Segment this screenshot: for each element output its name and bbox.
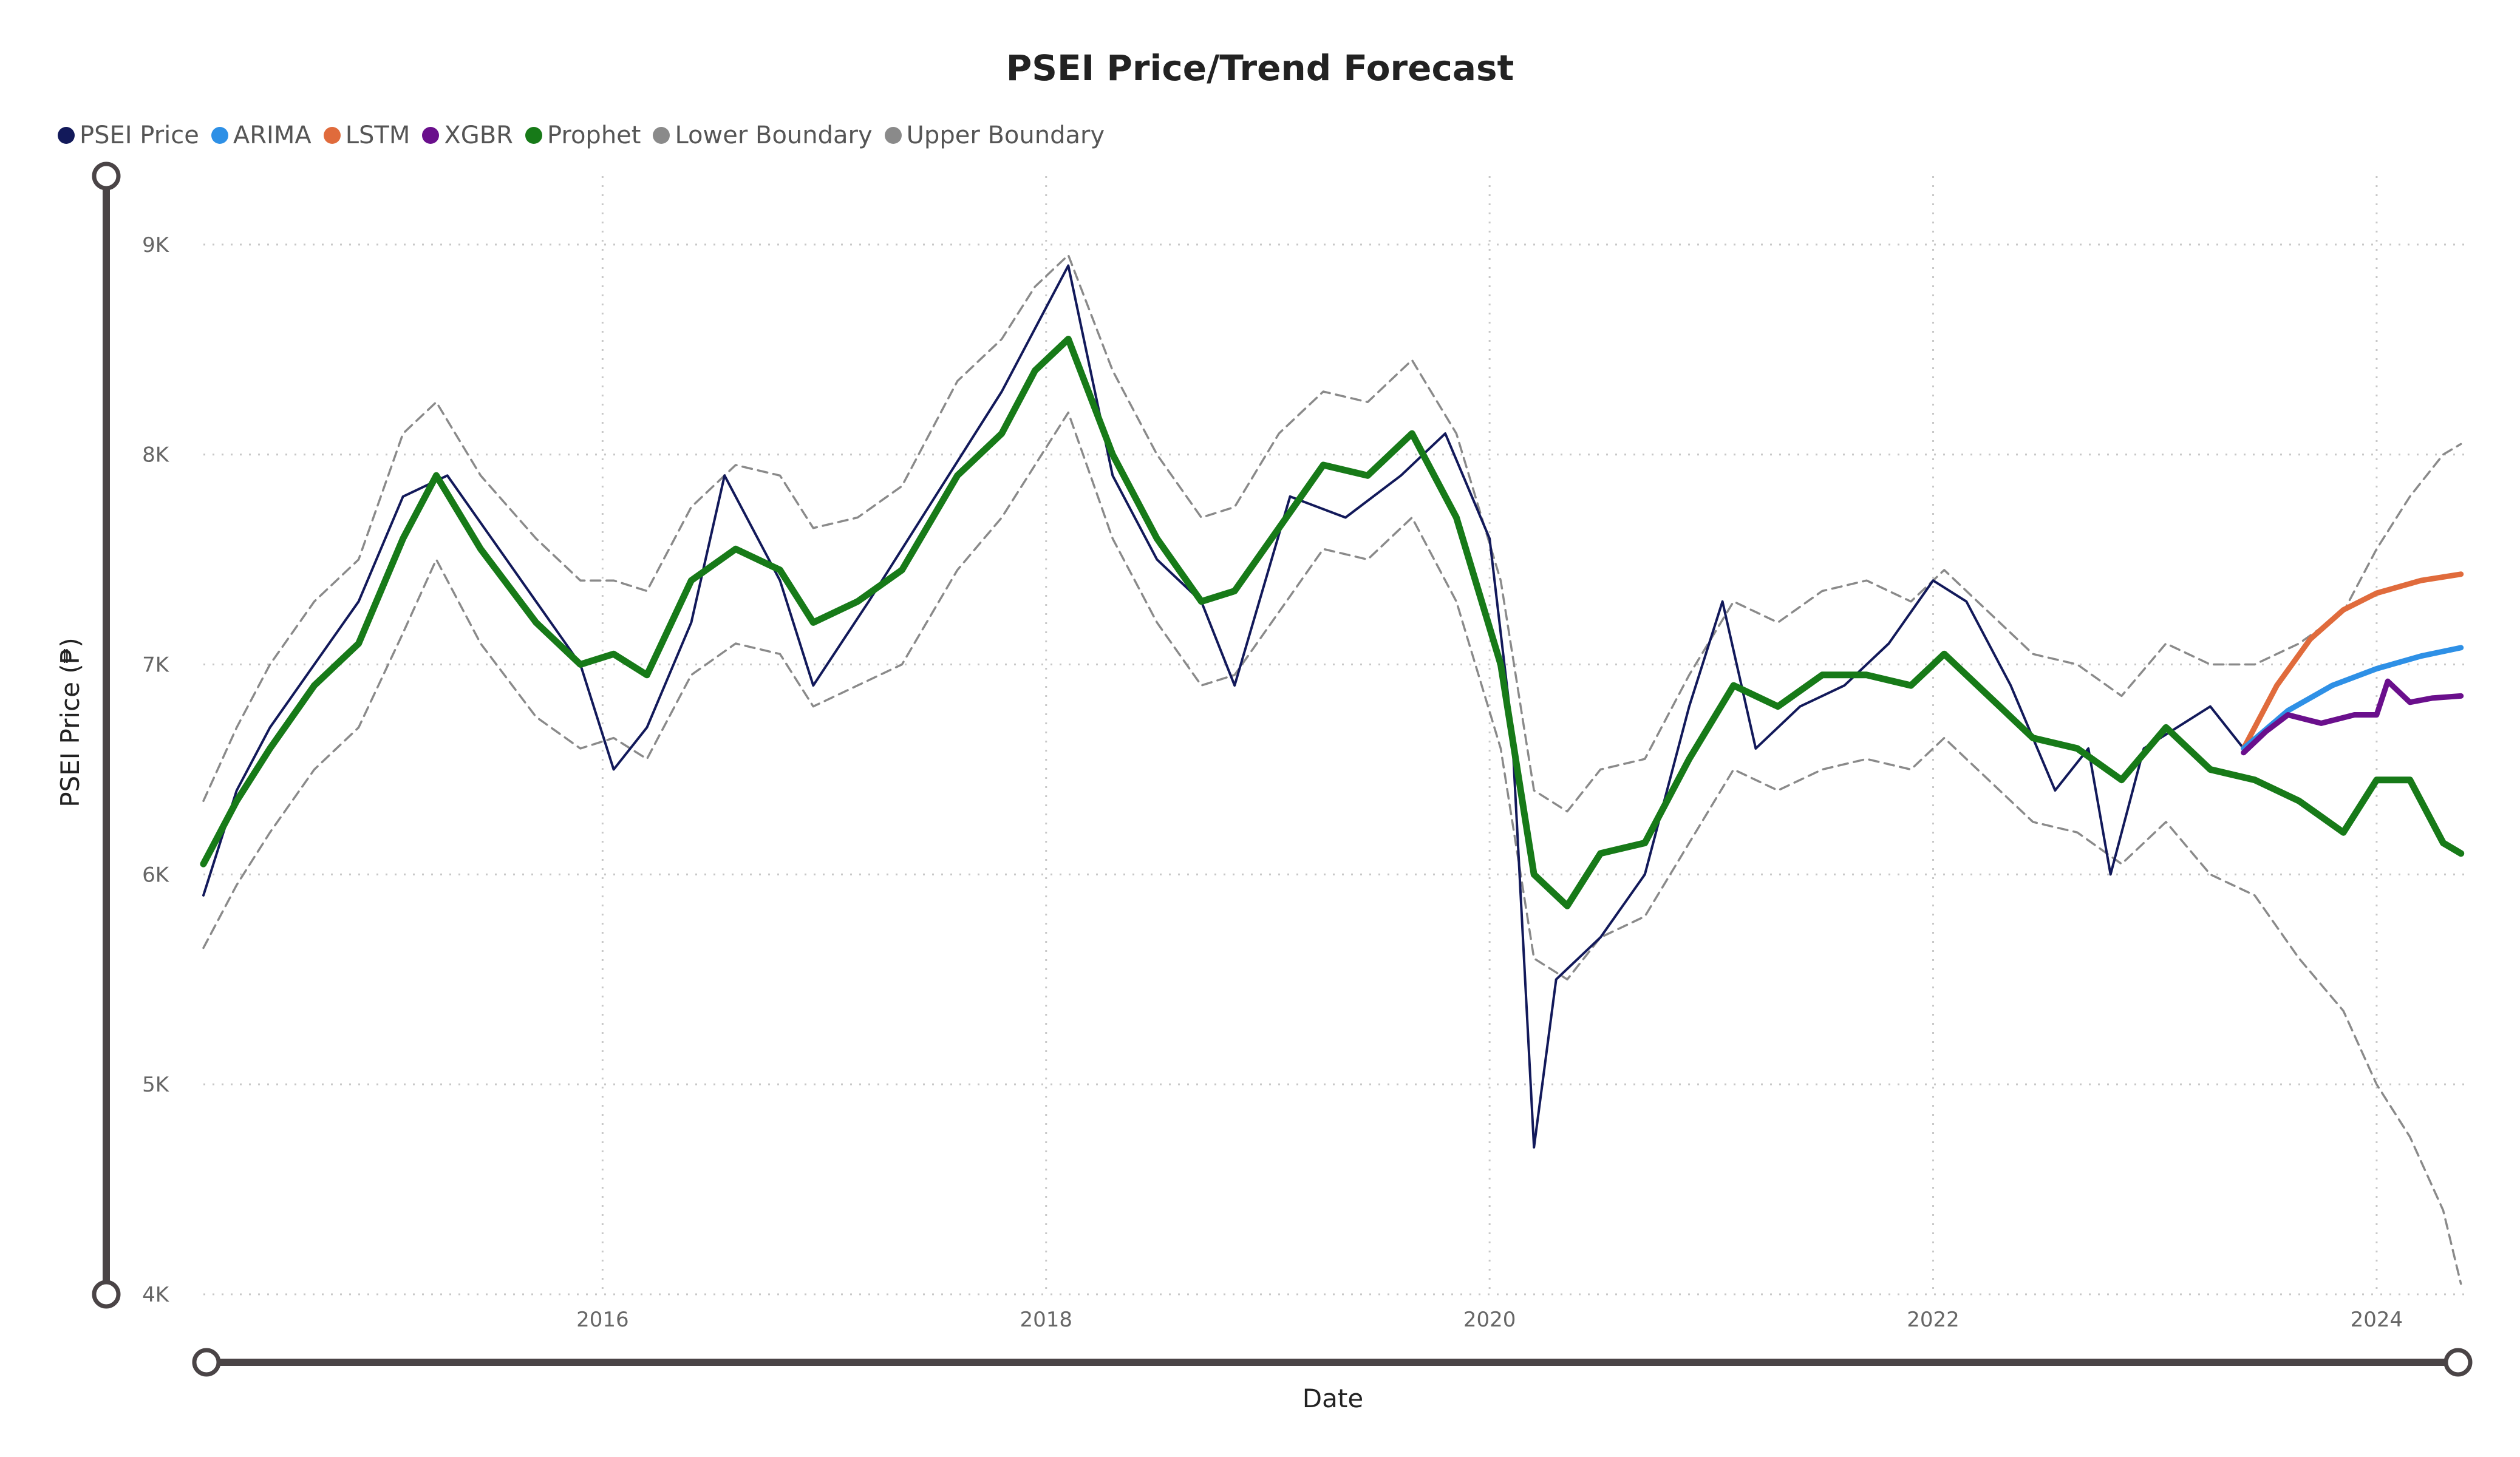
legend-marker-icon [323,127,341,144]
series-line-lstm [2241,571,2464,752]
legend-marker-icon [884,127,902,144]
y-tick-label: 6K [142,863,170,887]
legend-item[interactable]: Prophet [525,121,641,149]
y-tick-label: 5K [142,1073,170,1097]
legend-marker-icon [211,127,228,144]
y-zoom-slider-top-handle[interactable] [92,161,121,191]
series-line-xgbr [2241,678,2464,756]
legend-label: Prophet [547,121,641,149]
zoom-sliders [92,161,2473,1377]
y-tick-label: 7K [142,653,170,678]
legend-label: LSTM [345,121,410,149]
legend-label: Lower Boundary [675,121,873,149]
legend-label: XGBR [444,121,513,149]
y-tick-label: 8K [142,443,170,467]
legend-item[interactable]: LSTM [323,121,410,149]
axis-titles: Date PSEI Price (₱) [55,637,1363,1413]
series-group [200,254,2465,1285]
legend: PSEI Price ARIMA LSTM XGBR Prophet Lower Boun… [58,117,1117,154]
series-line-upper-boundary [202,254,2462,813]
x-tick-label: 2018 [1020,1308,1072,1332]
legend-label: Upper Boundary [906,121,1105,149]
legend-item[interactable]: XGBR [422,121,513,149]
legend-marker-icon [653,127,670,144]
y-tick-label: 9K [142,233,170,257]
x-tick-label: 2024 [2351,1308,2403,1332]
legend-marker-icon [58,127,75,144]
grid [203,176,2465,1296]
legend-item[interactable]: ARIMA [211,121,312,149]
series-line-psei-price [202,264,2245,1149]
legend-label: PSEI Price [80,121,199,149]
tick-labels: 4K 5K 6K 7K 8K 9K 2016 2018 2020 2022 2024 [142,233,2403,1332]
x-tick-label: 2022 [1907,1308,1960,1332]
legend-marker-icon [422,127,440,144]
x-tick-label: 2020 [1463,1308,1516,1332]
legend-item[interactable]: Lower Boundary [653,121,873,149]
x-tick-label: 2016 [576,1308,629,1332]
legend-item[interactable]: PSEI Price [58,121,199,149]
x-zoom-slider-right-handle[interactable] [2443,1348,2473,1377]
series-line-prophet [200,336,2465,909]
x-axis-title: Date [1303,1384,1363,1413]
series-line-arima [2241,645,2464,752]
y-tick-label: 4K [142,1283,170,1307]
y-zoom-slider-bottom-handle[interactable] [92,1280,121,1309]
chart-title: PSEI Price/Trend Forecast [1006,47,1514,89]
y-axis-title: PSEI Price (₱) [55,637,85,807]
legend-item[interactable]: Upper Boundary [884,121,1105,149]
legend-marker-icon [525,127,542,144]
x-zoom-slider-left-handle[interactable] [192,1348,221,1377]
legend-label: ARIMA [233,121,312,149]
